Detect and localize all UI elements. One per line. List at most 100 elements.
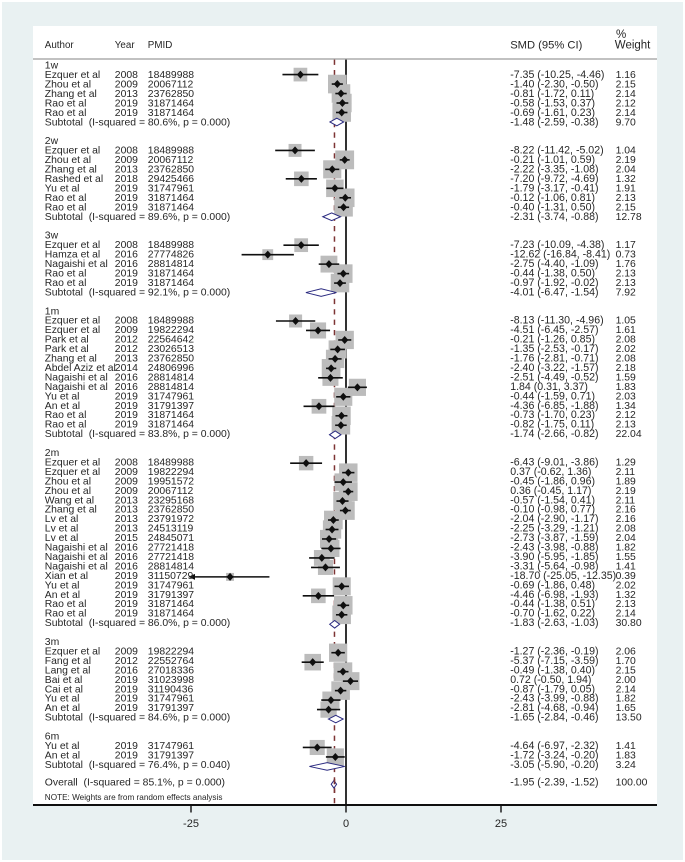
svg-text:-2.43 (-3.99, -0.88): -2.43 (-3.99, -0.88) — [510, 693, 598, 705]
svg-text:-1.65 (-2.84, -0.46): -1.65 (-2.84, -0.46) — [510, 712, 598, 724]
svg-text:2019: 2019 — [115, 599, 138, 610]
svg-text:1.65: 1.65 — [616, 703, 636, 714]
svg-text:Subtotal (I-squared = 89.6%,: Subtotal (I-squared = 89.6%, p = 0.000) — [45, 212, 230, 223]
svg-text:Subtotal (I-squared = 86.0%,: Subtotal (I-squared = 86.0%, p = 0.000) — [45, 618, 230, 629]
svg-text:2016: 2016 — [115, 382, 138, 393]
svg-text:19822294: 19822294 — [148, 646, 194, 657]
svg-text:2.08: 2.08 — [616, 524, 636, 535]
svg-text:31791397: 31791397 — [148, 401, 194, 412]
svg-text:-2.04 (-2.90, -1.17): -2.04 (-2.90, -1.17) — [510, 513, 598, 525]
svg-text:18489988: 18489988 — [148, 240, 194, 251]
svg-text:2019: 2019 — [115, 193, 138, 204]
svg-text:2013: 2013 — [115, 514, 138, 525]
svg-text:Park et al: Park et al — [45, 344, 89, 355]
svg-text:1.83: 1.83 — [616, 382, 636, 393]
svg-text:-2.73 (-3.87, -1.59): -2.73 (-3.87, -1.59) — [510, 532, 598, 544]
svg-text:-4.51 (-6.45, -2.57): -4.51 (-6.45, -2.57) — [510, 324, 598, 336]
svg-text:2019: 2019 — [115, 278, 138, 289]
svg-text:Zhou et al: Zhou et al — [45, 486, 91, 497]
svg-text:-2.43 (-3.98, -0.88): -2.43 (-3.98, -0.88) — [510, 542, 598, 554]
svg-text:24806996: 24806996 — [148, 363, 194, 374]
svg-text:Author: Author — [45, 40, 75, 51]
svg-text:2.08: 2.08 — [616, 335, 636, 346]
svg-text:31871464: 31871464 — [148, 420, 194, 431]
svg-text:Nagaishi et al: Nagaishi et al — [45, 259, 108, 270]
svg-text:-0.10 (-0.98, 0.77): -0.10 (-0.98, 0.77) — [510, 504, 595, 516]
svg-text:2.16: 2.16 — [616, 505, 636, 516]
svg-text:2009: 2009 — [115, 646, 138, 657]
svg-text:0.73: 0.73 — [616, 250, 636, 261]
svg-text:-4.64 (-6.97, -2.32): -4.64 (-6.97, -2.32) — [510, 740, 598, 752]
svg-text:Ezquer et al: Ezquer et al — [45, 316, 100, 327]
svg-text:2013: 2013 — [115, 524, 138, 535]
svg-text:2.14: 2.14 — [616, 684, 636, 695]
svg-text:2019: 2019 — [115, 108, 138, 119]
svg-text:2019: 2019 — [115, 98, 138, 109]
svg-text:Nagaishi et al: Nagaishi et al — [45, 382, 108, 393]
svg-text:2.06: 2.06 — [616, 646, 636, 657]
svg-text:2019: 2019 — [115, 684, 138, 695]
svg-text:12.78: 12.78 — [616, 212, 642, 223]
svg-text:2.19: 2.19 — [616, 155, 636, 166]
svg-text:-2.51 (-4.49, -0.52): -2.51 (-4.49, -0.52) — [510, 371, 598, 383]
svg-text:3.24: 3.24 — [616, 760, 636, 771]
svg-text:19822294: 19822294 — [148, 467, 194, 478]
svg-text:2016: 2016 — [115, 665, 138, 676]
svg-text:2.13: 2.13 — [616, 420, 636, 431]
svg-text:2013: 2013 — [115, 495, 138, 506]
svg-text:31747961: 31747961 — [148, 391, 194, 402]
svg-text:Rao et al: Rao et al — [45, 108, 87, 119]
svg-text:31871464: 31871464 — [148, 410, 194, 421]
svg-text:Rao et al: Rao et al — [45, 193, 87, 204]
svg-text:2019: 2019 — [115, 694, 138, 705]
svg-text:-1.76 (-2.81, -0.71): -1.76 (-2.81, -0.71) — [510, 353, 598, 365]
svg-text:-2.81 (-4.68, -0.94): -2.81 (-4.68, -0.94) — [510, 702, 598, 714]
svg-text:Lv et al: Lv et al — [45, 514, 79, 525]
svg-text:-0.40 (-1.31, 0.50): -0.40 (-1.31, 0.50) — [510, 201, 595, 213]
svg-text:2019: 2019 — [115, 675, 138, 686]
svg-text:Rao et al: Rao et al — [45, 278, 87, 289]
svg-text:2.14: 2.14 — [616, 89, 636, 100]
svg-text:-1.72 (-3.24, -0.20): -1.72 (-3.24, -0.20) — [510, 749, 598, 761]
svg-text:Ezquer et al: Ezquer et al — [45, 70, 100, 81]
svg-text:Nagaishi et al: Nagaishi et al — [45, 372, 108, 383]
svg-text:2.12: 2.12 — [616, 410, 636, 421]
svg-text:31871464: 31871464 — [148, 98, 194, 109]
svg-text:SMD (95% CI): SMD (95% CI) — [510, 39, 582, 51]
svg-text:Subtotal (I-squared = 84.6%,: Subtotal (I-squared = 84.6%, p = 0.000) — [45, 713, 230, 724]
svg-text:-0.49 (-1.38, 0.40): -0.49 (-1.38, 0.40) — [510, 664, 595, 676]
svg-text:23026513: 23026513 — [148, 344, 194, 355]
svg-text:2012: 2012 — [115, 344, 138, 355]
svg-text:2016: 2016 — [115, 372, 138, 383]
svg-text:Rao et al: Rao et al — [45, 98, 87, 109]
svg-text:Lv et al: Lv et al — [45, 524, 79, 535]
svg-text:Nagaishi et al: Nagaishi et al — [45, 561, 108, 572]
svg-text:24513119: 24513119 — [148, 524, 194, 535]
svg-text:2012: 2012 — [115, 656, 138, 667]
svg-text:31871464: 31871464 — [148, 202, 194, 213]
svg-text:23762850: 23762850 — [148, 354, 194, 365]
svg-text:27721418: 27721418 — [148, 543, 194, 554]
svg-text:-0.21 (-1.01, 0.59): -0.21 (-1.01, 0.59) — [510, 154, 595, 166]
svg-text:-0.82 (-1.75, 0.11): -0.82 (-1.75, 0.11) — [510, 419, 594, 431]
svg-text:-2.22 (-3.35, -1.08): -2.22 (-3.35, -1.08) — [510, 164, 598, 176]
svg-text:-0.44 (-1.59, 0.71): -0.44 (-1.59, 0.71) — [510, 390, 595, 402]
svg-text:23762850: 23762850 — [148, 89, 194, 100]
svg-text:2.13: 2.13 — [616, 193, 636, 204]
svg-text:19951572: 19951572 — [148, 476, 194, 487]
svg-text:Ezquer et al: Ezquer et al — [45, 146, 100, 157]
svg-text:20067112: 20067112 — [148, 486, 194, 497]
svg-text:-3.05 (-5.90, -0.20): -3.05 (-5.90, -0.20) — [510, 759, 598, 771]
svg-text:2.04: 2.04 — [616, 165, 636, 176]
svg-text:23791972: 23791972 — [148, 514, 194, 525]
svg-text:1.32: 1.32 — [616, 174, 636, 185]
svg-text:2013: 2013 — [115, 354, 138, 365]
svg-text:2.11: 2.11 — [616, 495, 636, 506]
svg-text:Xian et al: Xian et al — [45, 571, 88, 582]
svg-text:2019: 2019 — [115, 183, 138, 194]
svg-text:Ezquer et al: Ezquer et al — [45, 646, 100, 657]
svg-text:-8.13 (-11.30, -4.96): -8.13 (-11.30, -4.96) — [510, 315, 603, 327]
svg-text:-1.83 (-2.63, -1.03): -1.83 (-2.63, -1.03) — [510, 617, 598, 629]
svg-text:-18.70 (-25.05, -12.35): -18.70 (-25.05, -12.35) — [510, 570, 616, 582]
svg-text:31190436: 31190436 — [148, 684, 194, 695]
